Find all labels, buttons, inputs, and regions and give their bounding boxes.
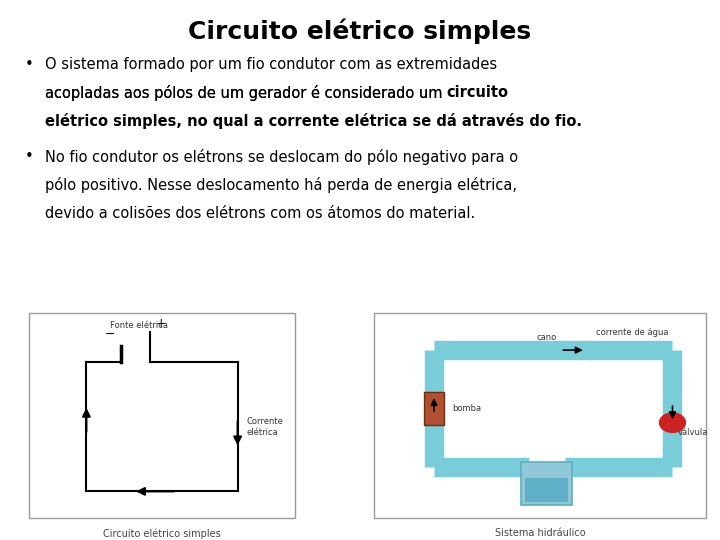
Text: corrente de água: corrente de água — [596, 328, 669, 336]
Text: elétrico simples, no qual a corrente elétrica se dá através do fio.: elétrico simples, no qual a corrente elé… — [45, 113, 582, 129]
Text: +: + — [156, 317, 166, 330]
Bar — [521, 462, 572, 505]
Text: O sistema formado por um fio condutor com as extremidades: O sistema formado por um fio condutor co… — [45, 57, 497, 72]
Circle shape — [660, 413, 685, 433]
Text: No fio condutor os elétrons se deslocam do pólo negativo para o: No fio condutor os elétrons se deslocam … — [45, 150, 518, 165]
Text: •: • — [25, 57, 34, 72]
Text: cano: cano — [536, 333, 557, 342]
Text: •: • — [25, 150, 34, 164]
Text: devido a colisões dos elétrons com os átomos do material.: devido a colisões dos elétrons com os át… — [45, 206, 475, 220]
Bar — [525, 478, 568, 502]
Text: acopladas aos pólos de um gerador é considerado um: acopladas aos pólos de um gerador é cons… — [45, 85, 447, 101]
Text: bomba: bomba — [452, 404, 481, 413]
Text: Corrente
elétrica: Corrente elétrica — [246, 416, 283, 437]
Text: circuito: circuito — [447, 85, 509, 100]
Text: −: − — [105, 328, 115, 341]
Text: Circuito elétrico simples: Circuito elétrico simples — [189, 19, 531, 44]
Text: pólo positivo. Nesse deslocamento há perda de energia elétrica,: pólo positivo. Nesse deslocamento há per… — [45, 178, 517, 193]
Text: Fonte elétrica: Fonte elétrica — [110, 321, 168, 330]
Text: válvula: válvula — [678, 428, 708, 437]
Bar — [374, 313, 706, 518]
Text: Circuito elétrico simples: Circuito elétrico simples — [103, 528, 221, 538]
Text: Sistema hidráulico: Sistema hidráulico — [495, 528, 585, 538]
Text: acopladas aos pólos de um gerador é considerado um: acopladas aos pólos de um gerador é cons… — [45, 85, 447, 101]
Bar — [29, 313, 295, 518]
Bar — [424, 393, 444, 425]
